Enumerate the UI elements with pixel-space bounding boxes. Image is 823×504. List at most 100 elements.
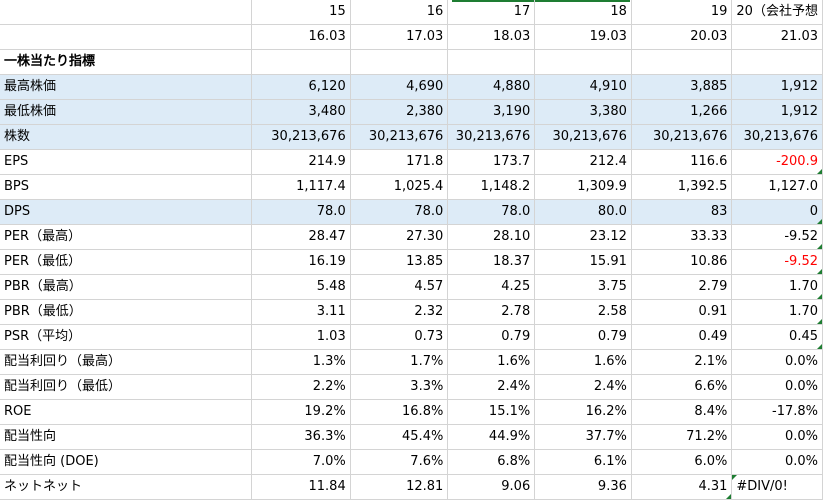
data-cell[interactable]: 2.79 bbox=[631, 274, 733, 300]
period-header-cell[interactable]: 19.03 bbox=[534, 24, 632, 50]
data-cell[interactable]: 78.0 bbox=[251, 199, 351, 225]
data-cell[interactable]: 11.84 bbox=[251, 474, 351, 500]
empty-cell[interactable] bbox=[731, 49, 823, 75]
data-cell[interactable]: 0.73 bbox=[350, 324, 449, 350]
data-cell[interactable]: 1.6% bbox=[447, 349, 536, 375]
data-cell[interactable]: 33.33 bbox=[631, 224, 733, 250]
data-cell[interactable]: 3,380 bbox=[534, 99, 632, 125]
data-cell[interactable]: 30,213,676 bbox=[631, 124, 733, 150]
data-cell[interactable]: 30,213,676 bbox=[731, 124, 823, 150]
year-header-cell[interactable]: 20（会社予想 bbox=[731, 0, 823, 25]
data-cell[interactable]: 4.31 bbox=[631, 474, 733, 500]
data-cell[interactable]: 173.7 bbox=[447, 149, 536, 175]
data-cell[interactable]: 1,392.5 bbox=[631, 174, 733, 200]
data-cell[interactable]: #DIV/0! bbox=[731, 474, 823, 500]
data-cell[interactable]: 4,690 bbox=[350, 74, 449, 100]
data-cell[interactable]: 1,025.4 bbox=[350, 174, 449, 200]
data-cell[interactable]: 2.4% bbox=[447, 374, 536, 400]
data-cell[interactable]: 1,266 bbox=[631, 99, 733, 125]
data-cell[interactable]: 7.0% bbox=[251, 449, 351, 475]
data-cell[interactable]: 80.0 bbox=[534, 199, 632, 225]
row-label[interactable]: DPS bbox=[0, 199, 253, 225]
data-cell[interactable]: 10.86 bbox=[631, 249, 733, 275]
period-header-cell[interactable]: 20.03 bbox=[631, 24, 733, 50]
data-cell[interactable]: 45.4% bbox=[350, 424, 449, 450]
data-cell[interactable]: 4,910 bbox=[534, 74, 632, 100]
data-cell[interactable]: 1.70 bbox=[731, 274, 823, 300]
data-cell[interactable]: 30,213,676 bbox=[447, 124, 536, 150]
row-label[interactable]: 配当利回り（最高） bbox=[0, 349, 253, 375]
data-cell[interactable]: 116.6 bbox=[631, 149, 733, 175]
row-label[interactable]: PBR（最高） bbox=[0, 274, 253, 300]
row-label[interactable]: PSR（平均） bbox=[0, 324, 253, 350]
data-cell[interactable]: -17.8% bbox=[731, 399, 823, 425]
data-cell[interactable]: 15.1% bbox=[447, 399, 536, 425]
year-header-cell[interactable]: 18 bbox=[534, 0, 632, 25]
data-cell[interactable]: 8.4% bbox=[631, 399, 733, 425]
data-cell[interactable]: 3.11 bbox=[251, 299, 351, 325]
row-label[interactable]: PER（最低） bbox=[0, 249, 253, 275]
row-label[interactable]: 配当性向 bbox=[0, 424, 253, 450]
data-cell[interactable]: 78.0 bbox=[350, 199, 449, 225]
row-label[interactable]: EPS bbox=[0, 149, 253, 175]
data-cell[interactable]: 2,380 bbox=[350, 99, 449, 125]
data-cell[interactable]: 7.6% bbox=[350, 449, 449, 475]
data-cell[interactable]: 9.06 bbox=[447, 474, 536, 500]
data-cell[interactable]: 30,213,676 bbox=[251, 124, 351, 150]
data-cell[interactable]: 2.32 bbox=[350, 299, 449, 325]
year-header-cell[interactable]: 19 bbox=[631, 0, 733, 25]
data-cell[interactable]: 0.45 bbox=[731, 324, 823, 350]
data-cell[interactable]: 1.7% bbox=[350, 349, 449, 375]
corner-cell[interactable] bbox=[0, 0, 253, 25]
data-cell[interactable]: -200.9 bbox=[731, 149, 823, 175]
row-label[interactable]: 配当性向 (DOE) bbox=[0, 449, 253, 475]
row-label[interactable]: 最低株価 bbox=[0, 99, 253, 125]
year-header-cell[interactable]: 17 bbox=[447, 0, 536, 25]
data-cell[interactable]: 15.91 bbox=[534, 249, 632, 275]
data-cell[interactable]: 3.75 bbox=[534, 274, 632, 300]
data-cell[interactable]: 9.36 bbox=[534, 474, 632, 500]
data-cell[interactable]: 0.0% bbox=[731, 424, 823, 450]
data-cell[interactable]: 2.4% bbox=[534, 374, 632, 400]
data-cell[interactable]: 16.2% bbox=[534, 399, 632, 425]
data-cell[interactable]: 13.85 bbox=[350, 249, 449, 275]
data-cell[interactable]: 23.12 bbox=[534, 224, 632, 250]
period-header-cell[interactable]: 16.03 bbox=[251, 24, 351, 50]
data-cell[interactable]: -9.52 bbox=[731, 249, 823, 275]
data-cell[interactable]: 1.70 bbox=[731, 299, 823, 325]
data-cell[interactable]: 6.6% bbox=[631, 374, 733, 400]
period-header-cell[interactable]: 17.03 bbox=[350, 24, 449, 50]
data-cell[interactable]: 0.91 bbox=[631, 299, 733, 325]
data-cell[interactable]: 30,213,676 bbox=[350, 124, 449, 150]
data-cell[interactable]: 2.58 bbox=[534, 299, 632, 325]
empty-cell[interactable] bbox=[631, 49, 733, 75]
data-cell[interactable]: 4,880 bbox=[447, 74, 536, 100]
data-cell[interactable]: 2.2% bbox=[251, 374, 351, 400]
period-header-cell[interactable]: 18.03 bbox=[447, 24, 536, 50]
year-header-cell[interactable]: 15 bbox=[251, 0, 351, 25]
row-label[interactable]: 配当利回り（最低） bbox=[0, 374, 253, 400]
corner-cell[interactable] bbox=[0, 24, 253, 50]
row-label[interactable]: 株数 bbox=[0, 124, 253, 150]
data-cell[interactable]: 3,885 bbox=[631, 74, 733, 100]
data-cell[interactable]: 0.79 bbox=[447, 324, 536, 350]
section-title[interactable]: 一株当たり指標 bbox=[0, 49, 253, 75]
period-header-cell[interactable]: 21.03 bbox=[731, 24, 823, 50]
data-cell[interactable]: 18.37 bbox=[447, 249, 536, 275]
empty-cell[interactable] bbox=[350, 49, 449, 75]
data-cell[interactable]: 27.30 bbox=[350, 224, 449, 250]
row-label[interactable]: PER（最高） bbox=[0, 224, 253, 250]
data-cell[interactable]: 28.47 bbox=[251, 224, 351, 250]
data-cell[interactable]: 6.8% bbox=[447, 449, 536, 475]
row-label[interactable]: 最高株価 bbox=[0, 74, 253, 100]
data-cell[interactable]: 0.79 bbox=[534, 324, 632, 350]
data-cell[interactable]: 1,117.4 bbox=[251, 174, 351, 200]
data-cell[interactable]: 19.2% bbox=[251, 399, 351, 425]
data-cell[interactable]: 1,127.0 bbox=[731, 174, 823, 200]
row-label[interactable]: PBR（最低） bbox=[0, 299, 253, 325]
data-cell[interactable]: 16.19 bbox=[251, 249, 351, 275]
row-label[interactable]: BPS bbox=[0, 174, 253, 200]
data-cell[interactable]: 12.81 bbox=[350, 474, 449, 500]
data-cell[interactable]: 6.1% bbox=[534, 449, 632, 475]
data-cell[interactable]: 3,190 bbox=[447, 99, 536, 125]
